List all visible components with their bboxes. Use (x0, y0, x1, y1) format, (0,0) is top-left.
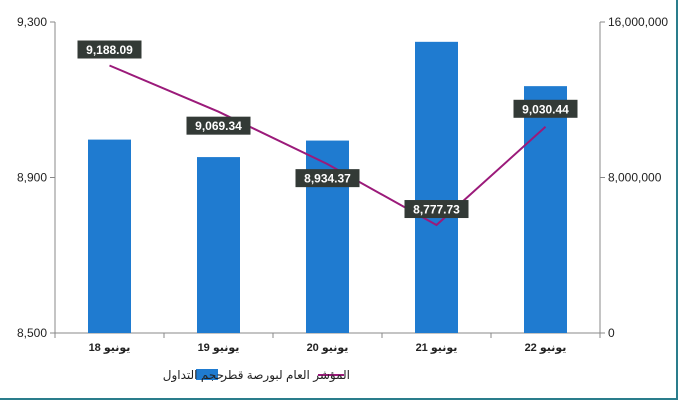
left-axis-ticks: 8,500 8,900 9,300 (17, 15, 55, 340)
data-label-box (295, 169, 360, 188)
right-tick-label: 16,000,000 (608, 15, 668, 29)
legend-bar-swatch (196, 369, 218, 380)
bar-series (88, 41, 567, 334)
bar (88, 139, 131, 333)
left-tick-label: 8,900 (17, 171, 47, 185)
data-label-box (77, 40, 142, 59)
right-tick-label: 0 (608, 326, 615, 340)
legend: المؤشر العام لبورصة قطر حجم التداول (163, 368, 350, 383)
category-label: يونيو 18 (89, 342, 131, 354)
legend-bar-label: حجم التداول (163, 368, 224, 383)
category-label: يونيو 20 (307, 342, 349, 354)
category-labels: يونيو 18 يونيو 19 يونيو 20 يونيو 21 يونيو 22 (54, 333, 601, 354)
data-label: 9,188.09 (86, 43, 133, 57)
data-label: 9,069.34 (195, 119, 242, 133)
data-label-box (513, 99, 578, 118)
category-label: يونيو 21 (416, 342, 458, 354)
data-label: 9,030.44 (522, 102, 569, 116)
index-line (109, 64, 547, 227)
right-tick-label: 8,000,000 (608, 171, 662, 185)
category-label: يونيو 22 (525, 342, 567, 354)
data-label: 8,777.73 (413, 203, 460, 217)
line-series (109, 64, 547, 227)
data-label-box (186, 116, 251, 135)
data-label: 8,934.37 (304, 172, 351, 186)
right-axis-ticks: 0 8,000,000 16,000,000 (600, 15, 668, 340)
legend-line-label: المؤشر العام لبورصة قطر (220, 368, 350, 383)
bar (197, 157, 240, 333)
data-label-box (404, 200, 469, 219)
left-tick-label: 8,500 (17, 326, 47, 340)
line-data-labels: 9,188.09 9,069.34 8,934.37 8,777.73 9,030.44 (77, 40, 578, 219)
category-label: يونيو 19 (198, 342, 240, 354)
bar (415, 41, 458, 334)
bar (524, 86, 567, 333)
left-tick-label: 9,300 (17, 15, 47, 29)
